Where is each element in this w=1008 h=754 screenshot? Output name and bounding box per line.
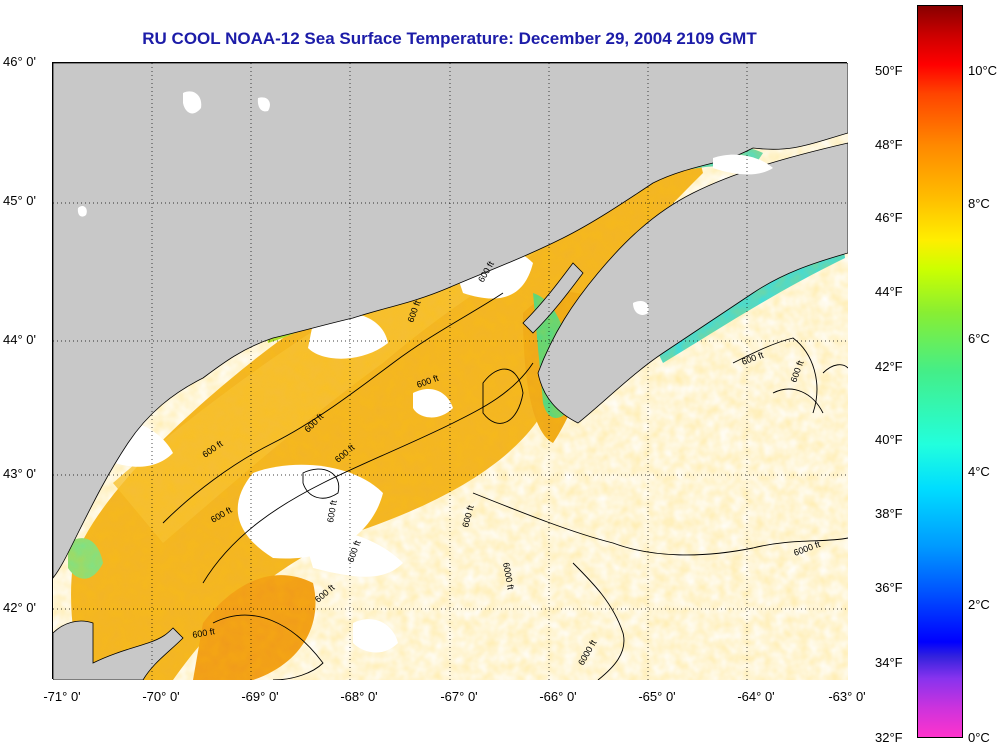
contour-label: 600 ft bbox=[192, 626, 216, 640]
colorbar-fahrenheit-label: 46°F bbox=[875, 210, 903, 225]
colorbar-fahrenheit-label: 50°F bbox=[875, 63, 903, 78]
sst-map-canvas: 600 ft 600 ft 600 ft 600 ft 600 ft 600 f… bbox=[53, 63, 848, 680]
longitude-label: -70° 0' bbox=[142, 689, 180, 704]
latitude-label: 46° 0' bbox=[3, 54, 36, 69]
longitude-label: -67° 0' bbox=[440, 689, 478, 704]
longitude-label: -69° 0' bbox=[241, 689, 279, 704]
contour-label: 600 ft bbox=[325, 499, 339, 523]
longitude-label: -63° 0' bbox=[828, 689, 866, 704]
longitude-label: -65° 0' bbox=[638, 689, 676, 704]
colorbar-fahrenheit-label: 34°F bbox=[875, 655, 903, 670]
colorbar-celsius-label: 4°C bbox=[968, 464, 990, 479]
colorbar-fahrenheit-label: 36°F bbox=[875, 580, 903, 595]
contour-label: 6000 ft bbox=[501, 562, 516, 591]
latitude-label: 45° 0' bbox=[3, 193, 36, 208]
lakes bbox=[77, 91, 773, 315]
colorbar-celsius-label: 8°C bbox=[968, 196, 990, 211]
longitude-label: -64° 0' bbox=[737, 689, 775, 704]
graticule bbox=[53, 63, 848, 680]
colorbar-celsius-label: 6°C bbox=[968, 331, 990, 346]
colorbar-fahrenheit-label: 44°F bbox=[875, 284, 903, 299]
longitude-label: -68° 0' bbox=[340, 689, 378, 704]
colorbar-celsius-label: 2°C bbox=[968, 597, 990, 612]
colorbar-celsius-label: 0°C bbox=[968, 730, 990, 745]
land bbox=[53, 63, 848, 680]
bathymetry-contours bbox=[162, 292, 848, 680]
latitude-label: 42° 0' bbox=[3, 600, 36, 615]
colorbar-fahrenheit-label: 40°F bbox=[875, 432, 903, 447]
longitude-label: -71° 0' bbox=[43, 689, 81, 704]
colorbar-fahrenheit-label: 38°F bbox=[875, 506, 903, 521]
colorbar-celsius-label: 10°C bbox=[968, 63, 998, 78]
longitude-label: -66° 0' bbox=[539, 689, 577, 704]
map-title: RU COOL NOAA-12 Sea Surface Temperature:… bbox=[142, 29, 757, 48]
latitude-label: 44° 0' bbox=[3, 332, 36, 347]
colorbar-fahrenheit-label: 32°F bbox=[875, 730, 903, 745]
colorbar-fahrenheit-label: 42°F bbox=[875, 359, 903, 374]
temperature-colorbar bbox=[917, 5, 963, 738]
sst-map[interactable]: 600 ft 600 ft 600 ft 600 ft 600 ft 600 f… bbox=[52, 62, 848, 680]
latitude-label: 43° 0' bbox=[3, 466, 36, 481]
colorbar-fahrenheit-label: 48°F bbox=[875, 137, 903, 152]
